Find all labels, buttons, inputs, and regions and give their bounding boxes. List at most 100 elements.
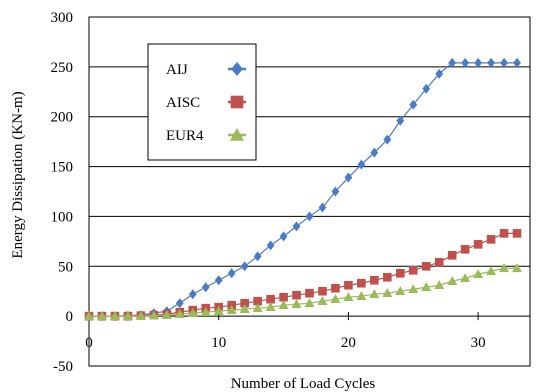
- data-point-eur4-10: [213, 306, 224, 315]
- data-point-aisc-28: [447, 251, 457, 260]
- x-tick-label-10: 10: [211, 335, 226, 351]
- data-point-aisc-20: [344, 280, 353, 290]
- data-point-eur4-25: [408, 284, 419, 294]
- data-point-aisc-22: [370, 275, 379, 285]
- series-eur4: [83, 263, 523, 320]
- data-point-aisc-15: [279, 292, 288, 302]
- data-point-aij-20: [344, 172, 353, 183]
- data-point-eur4-31: [486, 266, 497, 276]
- data-point-eur4-11: [226, 305, 237, 314]
- data-point-aij-25: [409, 99, 418, 110]
- legend: AIJ AISC EUR4: [147, 43, 257, 161]
- data-point-aij-23: [383, 134, 392, 145]
- data-point-aij-16: [292, 221, 301, 232]
- data-point-eur4-29: [460, 273, 471, 283]
- data-point-eur4-9: [200, 307, 211, 316]
- series-aisc: [84, 229, 522, 321]
- data-point-eur4-18: [317, 296, 328, 305]
- data-point-aij-9: [201, 282, 210, 293]
- x-tick-label-30: 30: [471, 335, 486, 351]
- y-axis-title: Energy Dissipation (KN-m): [10, 91, 26, 258]
- legend-swatch-marker-aij: [231, 62, 243, 76]
- data-point-aisc-26: [421, 261, 431, 271]
- data-point-aisc-17: [305, 288, 314, 298]
- x-axis-title: Number of Load Cycles: [231, 376, 376, 392]
- data-point-aisc-19: [331, 283, 340, 293]
- data-point-aij-29: [461, 57, 470, 68]
- data-point-eur4-33: [512, 263, 523, 273]
- y-tick-label-200: 200: [51, 110, 74, 126]
- y-tick-label-50: 50: [58, 259, 73, 275]
- tick-labels: -50 0 50 100 150 200 250 300 0 10 20 30: [51, 10, 486, 375]
- data-point-aisc-32: [499, 229, 509, 238]
- y-tick-label-300: 300: [51, 10, 74, 26]
- data-point-eur4-28: [447, 276, 458, 286]
- y-tick-label--50: -50: [53, 359, 73, 375]
- data-point-eur4-16: [291, 299, 302, 308]
- data-point-aisc-30: [473, 240, 483, 249]
- data-point-eur4-22: [369, 289, 380, 299]
- legend-label-aisc: AISC: [166, 95, 200, 111]
- y-tick-label-150: 150: [51, 160, 74, 176]
- data-point-eur4-5: [148, 310, 159, 320]
- data-point-aij-27: [435, 68, 444, 79]
- data-point-eur4-7: [174, 309, 185, 318]
- data-point-eur4-15: [278, 300, 289, 309]
- data-point-aisc-23: [383, 272, 392, 282]
- data-point-aisc-18: [318, 286, 327, 296]
- data-point-aisc-33: [512, 229, 522, 238]
- data-point-eur4-24: [395, 286, 406, 296]
- data-point-aij-7: [175, 298, 184, 309]
- data-point-eur4-2: [109, 311, 120, 320]
- data-point-eur4-23: [382, 288, 393, 298]
- data-point-aisc-16: [292, 290, 301, 300]
- data-point-aij-11: [227, 268, 236, 279]
- data-point-aij-28: [448, 57, 457, 68]
- series-line-aisc: [89, 232, 518, 317]
- legend-label-eur4: EUR4: [166, 128, 204, 144]
- data-point-aij-26: [422, 83, 431, 94]
- legend-swatches: [228, 62, 246, 141]
- data-point-aij-10: [214, 275, 223, 286]
- series-line-aij: [89, 62, 518, 317]
- legend-label-aij: AIJ: [166, 62, 188, 78]
- data-point-eur4-32: [499, 263, 510, 273]
- data-point-aij-30: [474, 57, 482, 68]
- y-tick-label-250: 250: [51, 60, 74, 76]
- data-point-aisc-29: [460, 245, 470, 254]
- data-point-eur4-27: [434, 280, 445, 290]
- data-point-aij-32: [500, 57, 508, 68]
- data-point-eur4-3: [122, 311, 133, 320]
- data-point-eur4-4: [135, 311, 146, 320]
- data-point-eur4-19: [330, 294, 341, 303]
- data-point-eur4-14: [265, 302, 276, 311]
- data-point-eur4-8: [187, 308, 198, 317]
- data-point-eur4-30: [473, 269, 484, 279]
- data-point-aij-13: [253, 251, 262, 262]
- series-layer: [83, 57, 523, 322]
- data-point-eur4-6: [161, 310, 172, 319]
- data-point-eur4-20: [343, 292, 354, 301]
- data-point-eur4-0: [83, 311, 95, 320]
- data-point-aisc-24: [395, 268, 405, 278]
- data-point-eur4-13: [252, 303, 263, 312]
- data-point-aij-31: [487, 57, 495, 68]
- data-point-aij-21: [357, 159, 366, 170]
- data-point-eur4-26: [421, 282, 432, 292]
- data-point-aij-14: [266, 240, 275, 251]
- data-point-aij-12: [240, 261, 249, 272]
- data-point-aij-24: [396, 115, 405, 126]
- data-point-aisc-27: [434, 257, 444, 267]
- data-point-aij-33: [513, 57, 521, 68]
- legend-swatch-marker-eur4: [229, 127, 245, 141]
- data-point-aij-18: [318, 202, 327, 213]
- x-tick-label-20: 20: [341, 335, 356, 351]
- x-tick-label-0: 0: [85, 335, 93, 351]
- data-point-aisc-25: [408, 265, 418, 275]
- y-tick-label-100: 100: [51, 209, 74, 225]
- data-point-aisc-21: [357, 278, 366, 288]
- y-tick-label-0: 0: [66, 309, 74, 325]
- data-point-aisc-31: [486, 235, 496, 244]
- data-point-aij-15: [279, 231, 288, 242]
